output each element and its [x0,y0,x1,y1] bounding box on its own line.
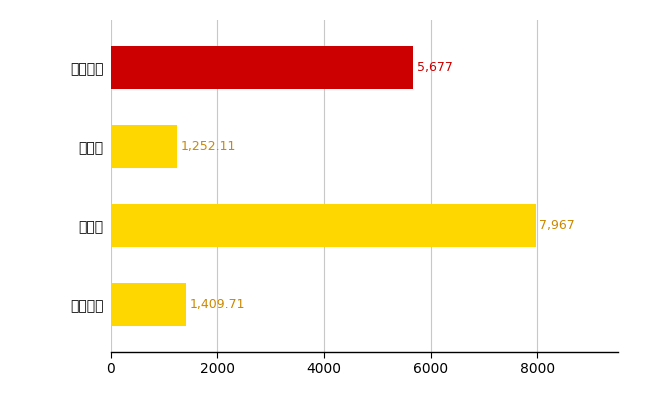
Text: 7,967: 7,967 [540,219,575,232]
Text: 1,409.71: 1,409.71 [189,298,245,311]
Text: 5,677: 5,677 [417,61,453,74]
Bar [111,204,536,247]
Text: 1,252.11: 1,252.11 [181,140,237,153]
Bar [111,125,177,168]
Bar [111,46,413,89]
Bar [111,283,186,326]
